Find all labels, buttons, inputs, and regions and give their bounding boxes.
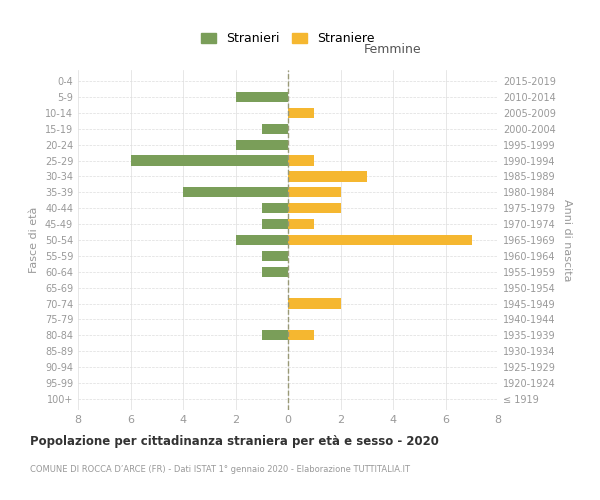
Bar <box>262 124 288 134</box>
Bar <box>262 330 288 340</box>
Legend: Stranieri, Straniere: Stranieri, Straniere <box>197 28 379 49</box>
Bar <box>262 219 288 230</box>
Bar <box>235 140 288 150</box>
Bar <box>130 156 288 166</box>
Bar <box>288 156 314 166</box>
Bar <box>262 266 288 277</box>
Bar <box>235 235 288 245</box>
Bar <box>288 172 367 181</box>
Bar <box>288 235 472 245</box>
Bar <box>183 187 288 198</box>
Bar <box>288 219 314 230</box>
Y-axis label: Anni di nascita: Anni di nascita <box>562 198 572 281</box>
Bar <box>288 203 341 213</box>
Bar <box>288 298 341 308</box>
Text: COMUNE DI ROCCA D’ARCE (FR) - Dati ISTAT 1° gennaio 2020 - Elaborazione TUTTITAL: COMUNE DI ROCCA D’ARCE (FR) - Dati ISTAT… <box>30 465 410 474</box>
Y-axis label: Fasce di età: Fasce di età <box>29 207 39 273</box>
Bar <box>288 330 314 340</box>
Bar <box>235 92 288 102</box>
Bar <box>288 187 341 198</box>
Text: Femmine: Femmine <box>364 44 422 57</box>
Bar <box>288 108 314 118</box>
Text: Popolazione per cittadinanza straniera per età e sesso - 2020: Popolazione per cittadinanza straniera p… <box>30 435 439 448</box>
Bar <box>262 203 288 213</box>
Bar <box>262 250 288 261</box>
